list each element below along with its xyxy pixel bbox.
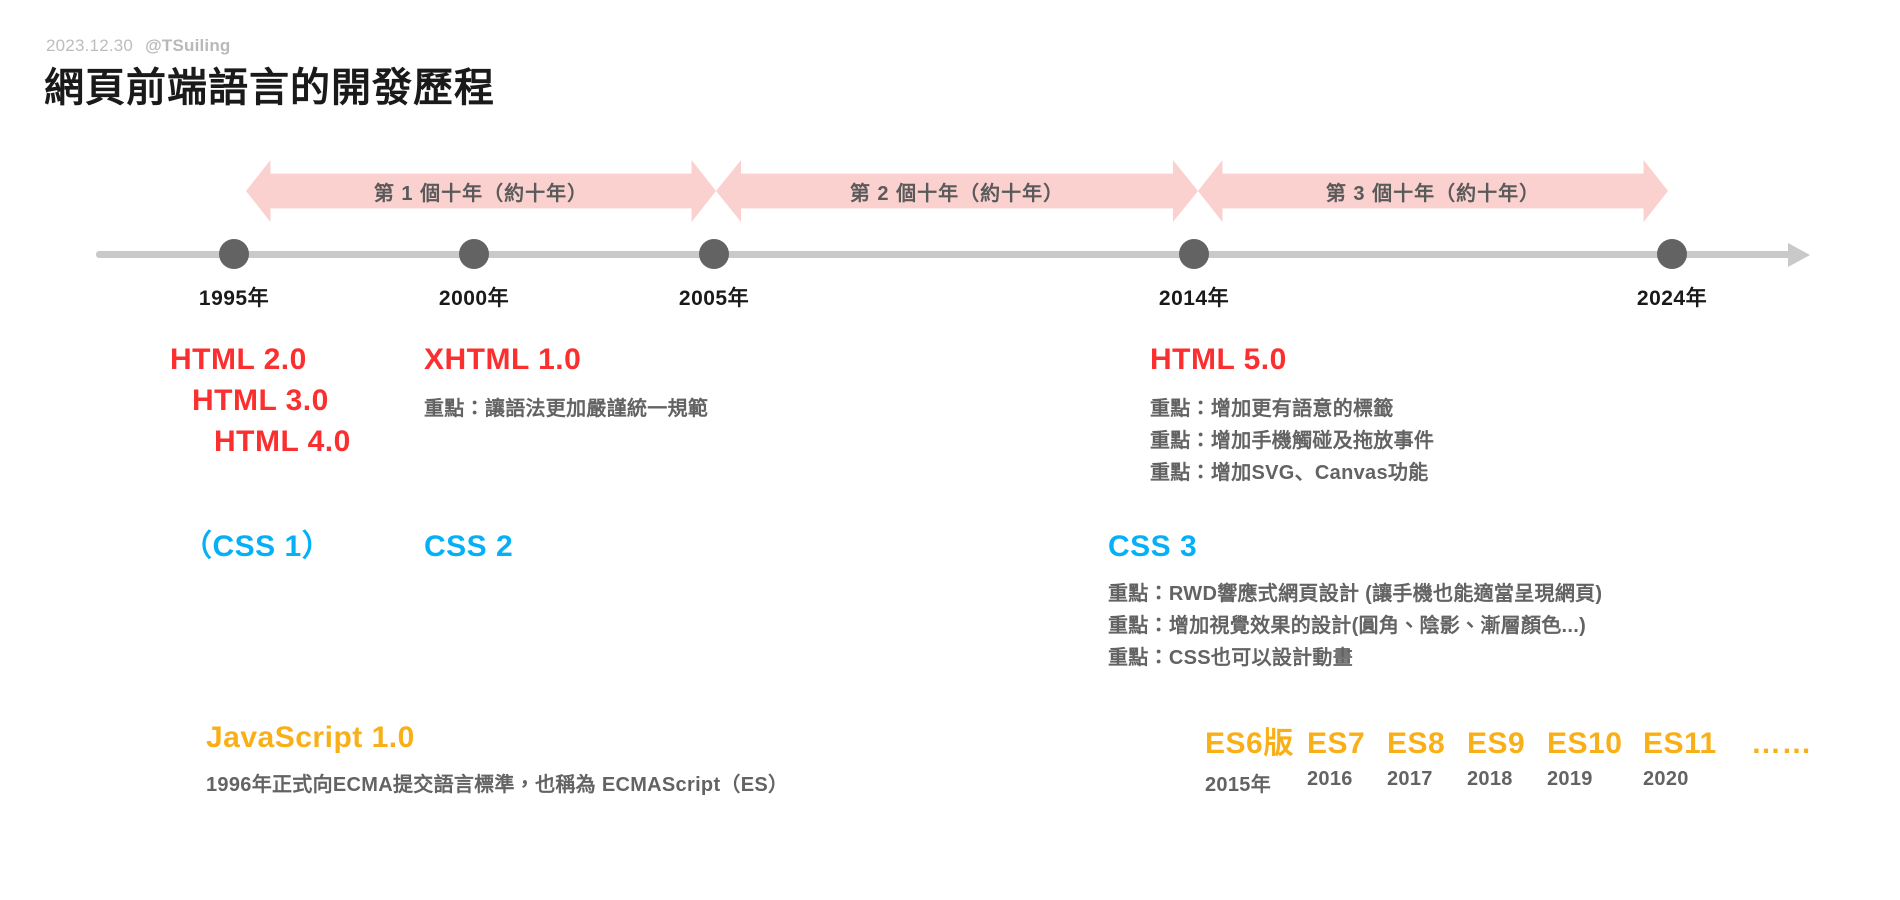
decade-arrow-2: 第 2 個十年（約十年） bbox=[716, 160, 1198, 222]
css3-title: CSS 3 bbox=[1108, 530, 1198, 563]
timeline-dot-2000年 bbox=[459, 239, 489, 269]
es-version-item: ES8 bbox=[1387, 727, 1446, 760]
es-version-item: ES10 bbox=[1547, 727, 1623, 760]
timeline-axis bbox=[96, 251, 1796, 258]
css3-note-item: 重點：增加視覺效果的設計(圓角、陰影、漸層顏色...) bbox=[1108, 614, 1587, 637]
html-early-versions-list: HTML 2.0 HTML 3.0 HTML 4.0 bbox=[170, 340, 351, 462]
html5-note-item: 重點：增加SVG、Canvas功能 bbox=[1150, 462, 1429, 485]
html5-title: HTML 5.0 bbox=[1150, 343, 1287, 376]
es-year-item: 2019 bbox=[1547, 768, 1593, 790]
byline-author: @TSuiling bbox=[145, 36, 231, 55]
html5-notes: 重點：增加更有語意的標籤 重點：增加手機觸碰及拖放事件 重點：增加SVG、Can… bbox=[1150, 393, 1434, 490]
xhtml-title: XHTML 1.0 bbox=[424, 343, 582, 376]
page-title: 網頁前端語言的開發歷程 bbox=[44, 66, 495, 110]
html5-block: HTML 5.0 重點：增加更有語意的標籤 重點：增加手機觸碰及拖放事件 重點：… bbox=[1150, 340, 1434, 490]
timeline-dot-2014年 bbox=[1179, 239, 1209, 269]
decade-arrow-1: 第 1 個十年（約十年） bbox=[246, 160, 716, 222]
css2-title: CSS 2 bbox=[424, 530, 514, 563]
decade-arrow-label: 第 1 個十年（約十年） bbox=[373, 182, 589, 205]
es-year-item: 2017 bbox=[1387, 768, 1433, 790]
timeline-dot-2024年 bbox=[1657, 239, 1687, 269]
css1-title: （CSS 1） bbox=[182, 530, 333, 563]
es-version-item: ES11 bbox=[1643, 727, 1717, 760]
es-versions-block: ES6版 ES7 ES8 ES9 ES10 ES11…… 2015年 2016 2017 201… bbox=[1205, 718, 1841, 797]
es-version-item: …… bbox=[1751, 727, 1812, 760]
timeline-dot-2005年 bbox=[699, 239, 729, 269]
timeline-year-label: 2014年 bbox=[1158, 287, 1230, 310]
html5-note-item: 重點：增加更有語意的標籤 bbox=[1150, 397, 1394, 420]
timeline-year-label: 1995年 bbox=[198, 287, 270, 310]
es-year-item: 2018 bbox=[1467, 768, 1513, 790]
css3-block: CSS 3 重點：RWD響應式網頁設計 (讓手機也能適當呈現網頁) 重點：增加視… bbox=[1108, 527, 1602, 675]
timeline-dot-1995年 bbox=[219, 239, 249, 269]
byline-date: 2023.12.30 bbox=[46, 36, 134, 55]
es-year-item bbox=[1751, 768, 1841, 797]
decade-arrow-label: 第 2 個十年（約十年） bbox=[849, 182, 1065, 205]
es-year-list: 2015年 2016 2017 2018 2019 2020 bbox=[1205, 768, 1841, 797]
javascript-note: 1996年正式向ECMA提交語言標準，也稱為 ECMAScript（ES） bbox=[206, 773, 789, 796]
html5-note-item: 重點：增加手機觸碰及拖放事件 bbox=[1150, 429, 1435, 452]
html-version-item: HTML 3.0 bbox=[192, 383, 329, 417]
timeline-year-label: 2000年 bbox=[438, 287, 510, 310]
timeline-arrow-head-icon bbox=[1788, 243, 1810, 267]
css3-note-item: 重點：CSS也可以設計動畫 bbox=[1108, 647, 1354, 670]
decade-arrow-band: 第 1 個十年（約十年） 第 2 個十年（約十年） 第 3 個十年（約十年） bbox=[0, 160, 1900, 222]
es-version-item: ES9 bbox=[1467, 727, 1526, 760]
es-year-item: 2020 bbox=[1643, 768, 1689, 790]
javascript-title: JavaScript 1.0 bbox=[206, 721, 415, 754]
css1-block: （CSS 1） bbox=[182, 527, 332, 568]
css3-note-item: 重點：RWD響應式網頁設計 (讓手機也能適當呈現網頁) bbox=[1108, 582, 1603, 605]
html-version-item: HTML 2.0 bbox=[170, 343, 307, 376]
html-early-versions-block: HTML 2.0 HTML 3.0 HTML 4.0 bbox=[170, 340, 351, 462]
timeline-year-label: 2024年 bbox=[1636, 287, 1708, 310]
es-version-list: ES6版 ES7 ES8 ES9 ES10 ES11 …… bbox=[1205, 718, 1841, 762]
es-version-item: ES7 bbox=[1307, 727, 1366, 760]
decade-arrow-label: 第 3 個十年（約十年） bbox=[1325, 182, 1541, 205]
es-version-item: ES6版 bbox=[1205, 727, 1294, 760]
decade-arrow-3: 第 3 個十年（約十年） bbox=[1198, 160, 1668, 222]
es-year-item: 2016 bbox=[1307, 768, 1353, 790]
css2-block: CSS 2 bbox=[424, 527, 513, 568]
xhtml-note: 重點：讓語法更加嚴謹統一規範 bbox=[424, 397, 709, 420]
css3-notes: 重點：RWD響應式網頁設計 (讓手機也能適當呈現網頁) 重點：增加視覺效果的設計… bbox=[1108, 578, 1602, 675]
timeline-year-label: 2005年 bbox=[678, 287, 750, 310]
byline: 2023.12.30 @TSuiling bbox=[46, 36, 231, 56]
es-year-item: 2015年 bbox=[1205, 774, 1271, 796]
xhtml-block: XHTML 1.0 重點：讓語法更加嚴謹統一規範 bbox=[424, 340, 708, 425]
html-version-item: HTML 4.0 bbox=[214, 424, 351, 458]
javascript-block: JavaScript 1.0 1996年正式向ECMA提交語言標準，也稱為 EC… bbox=[206, 718, 788, 801]
